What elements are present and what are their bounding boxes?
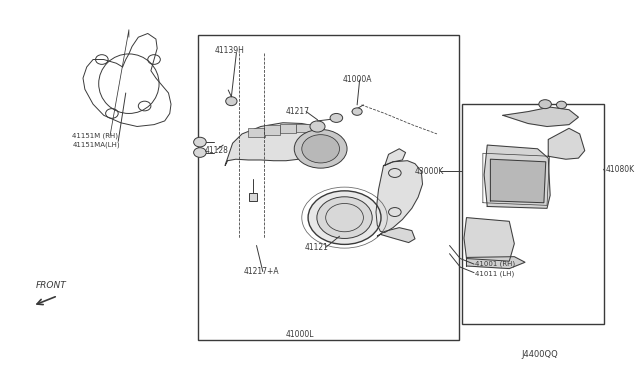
Polygon shape [225,123,333,166]
Bar [249,193,257,201]
Ellipse shape [308,191,381,244]
Bar [296,124,312,132]
Polygon shape [484,145,550,208]
Polygon shape [377,228,415,243]
Ellipse shape [330,113,342,122]
Ellipse shape [352,108,362,115]
Text: 41121: 41121 [305,243,329,252]
Polygon shape [464,218,515,261]
Polygon shape [385,149,406,166]
Text: J4400QQ: J4400QQ [522,350,559,359]
Text: FRONT: FRONT [36,281,67,290]
Text: 41001 (RH): 41001 (RH) [476,261,515,267]
Ellipse shape [294,129,347,168]
Ellipse shape [302,135,339,163]
Polygon shape [490,159,546,203]
Text: 41011 (LH): 41011 (LH) [476,270,515,277]
Ellipse shape [226,97,237,106]
Ellipse shape [194,137,206,147]
Text: 41139H: 41139H [215,46,245,55]
Text: 41151MA(LH): 41151MA(LH) [72,142,120,148]
Text: 41128: 41128 [204,146,228,155]
Text: 41217: 41217 [286,107,310,116]
Ellipse shape [539,100,552,109]
Text: 43000K: 43000K [415,167,444,176]
Bar [198,35,459,340]
Text: 41080K: 41080K [606,165,636,174]
Text: 41151M (RH): 41151M (RH) [72,132,118,139]
Text: 41000L: 41000L [286,330,315,339]
Bar [248,128,265,137]
Ellipse shape [310,121,325,132]
Ellipse shape [194,148,206,157]
Polygon shape [467,257,525,269]
Ellipse shape [556,101,566,109]
Bar [264,125,280,135]
Polygon shape [376,161,422,232]
Polygon shape [548,128,585,159]
Bar [280,124,296,133]
Polygon shape [503,107,579,126]
Text: 41217+A: 41217+A [244,267,280,276]
Bar [462,104,604,324]
Ellipse shape [317,197,372,238]
Text: 41000A: 41000A [342,76,372,84]
